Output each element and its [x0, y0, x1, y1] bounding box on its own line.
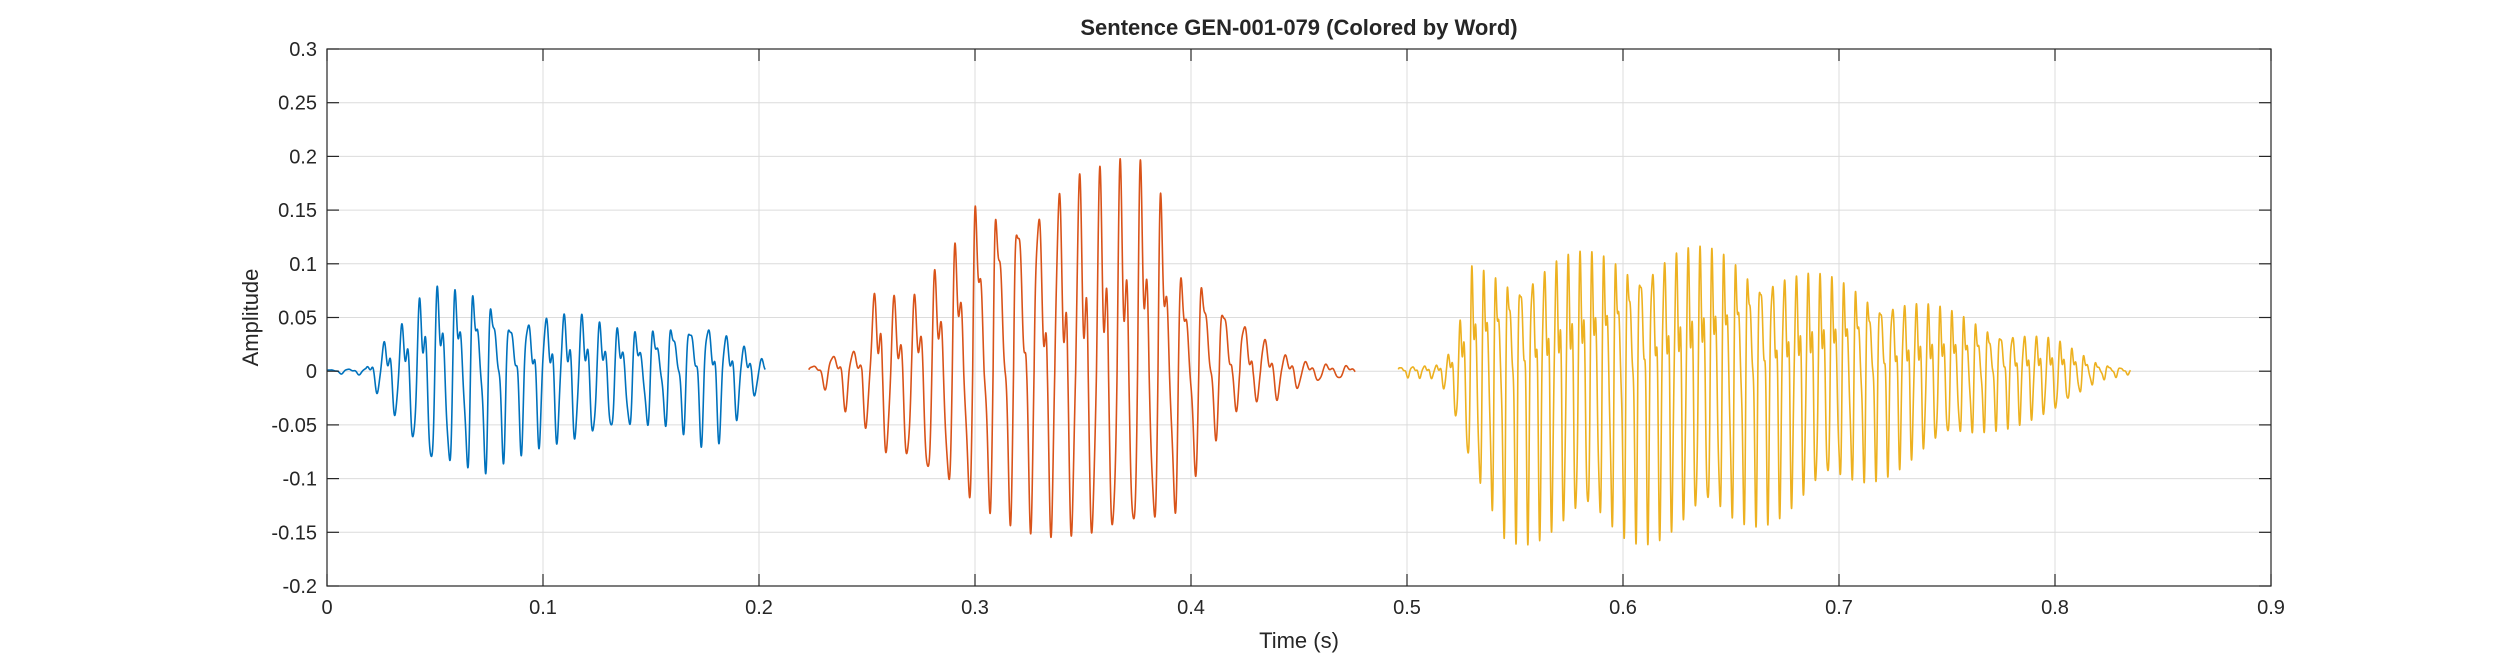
series-line-2	[807, 157, 1356, 539]
x-tick-label: 0.2	[745, 597, 773, 619]
x-axis-label: Time (s)	[1259, 628, 1339, 653]
x-axis: 0 0.1 0.2 0.3 0.4 0.5 0.6 0.7 0.8 0.9	[321, 49, 2285, 619]
y-tick-label: -0.2	[283, 576, 317, 598]
chart-title: Sentence GEN-001-079 (Colored by Word)	[1080, 15, 1517, 40]
y-tick-label: -0.15	[271, 522, 317, 544]
y-axis: -0.2 -0.15 -0.1 -0.05 0 0.05 0.1 0.15 0.2 0.25 0.3	[271, 39, 2271, 598]
series-line-3	[1397, 245, 2132, 546]
y-tick-label: 0	[306, 361, 317, 383]
x-tick-label: 0	[321, 597, 332, 619]
x-tick-label: 0.9	[2257, 597, 2285, 619]
y-tick-label: -0.05	[271, 415, 317, 437]
y-tick-label: 0.25	[278, 93, 317, 115]
x-tick-label: 0.1	[529, 597, 557, 619]
x-tick-label: 0.4	[1177, 597, 1205, 619]
x-tick-label: 0.7	[1825, 597, 1853, 619]
y-tick-label: 0.3	[289, 39, 317, 61]
x-tick-label: 0.8	[2041, 597, 2069, 619]
series-line-1	[326, 285, 767, 475]
y-axis-label: Amplitude	[238, 269, 263, 367]
y-tick-label: -0.1	[283, 469, 317, 491]
series-layer	[326, 157, 2132, 546]
y-tick-label: 0.2	[289, 146, 317, 168]
x-tick-label: 0.3	[961, 597, 989, 619]
x-tick-label: 0.6	[1609, 597, 1637, 619]
y-tick-label: 0.1	[289, 254, 317, 276]
y-tick-label: 0.15	[278, 200, 317, 222]
x-tick-label: 0.5	[1393, 597, 1421, 619]
y-tick-label: 0.05	[278, 308, 317, 330]
